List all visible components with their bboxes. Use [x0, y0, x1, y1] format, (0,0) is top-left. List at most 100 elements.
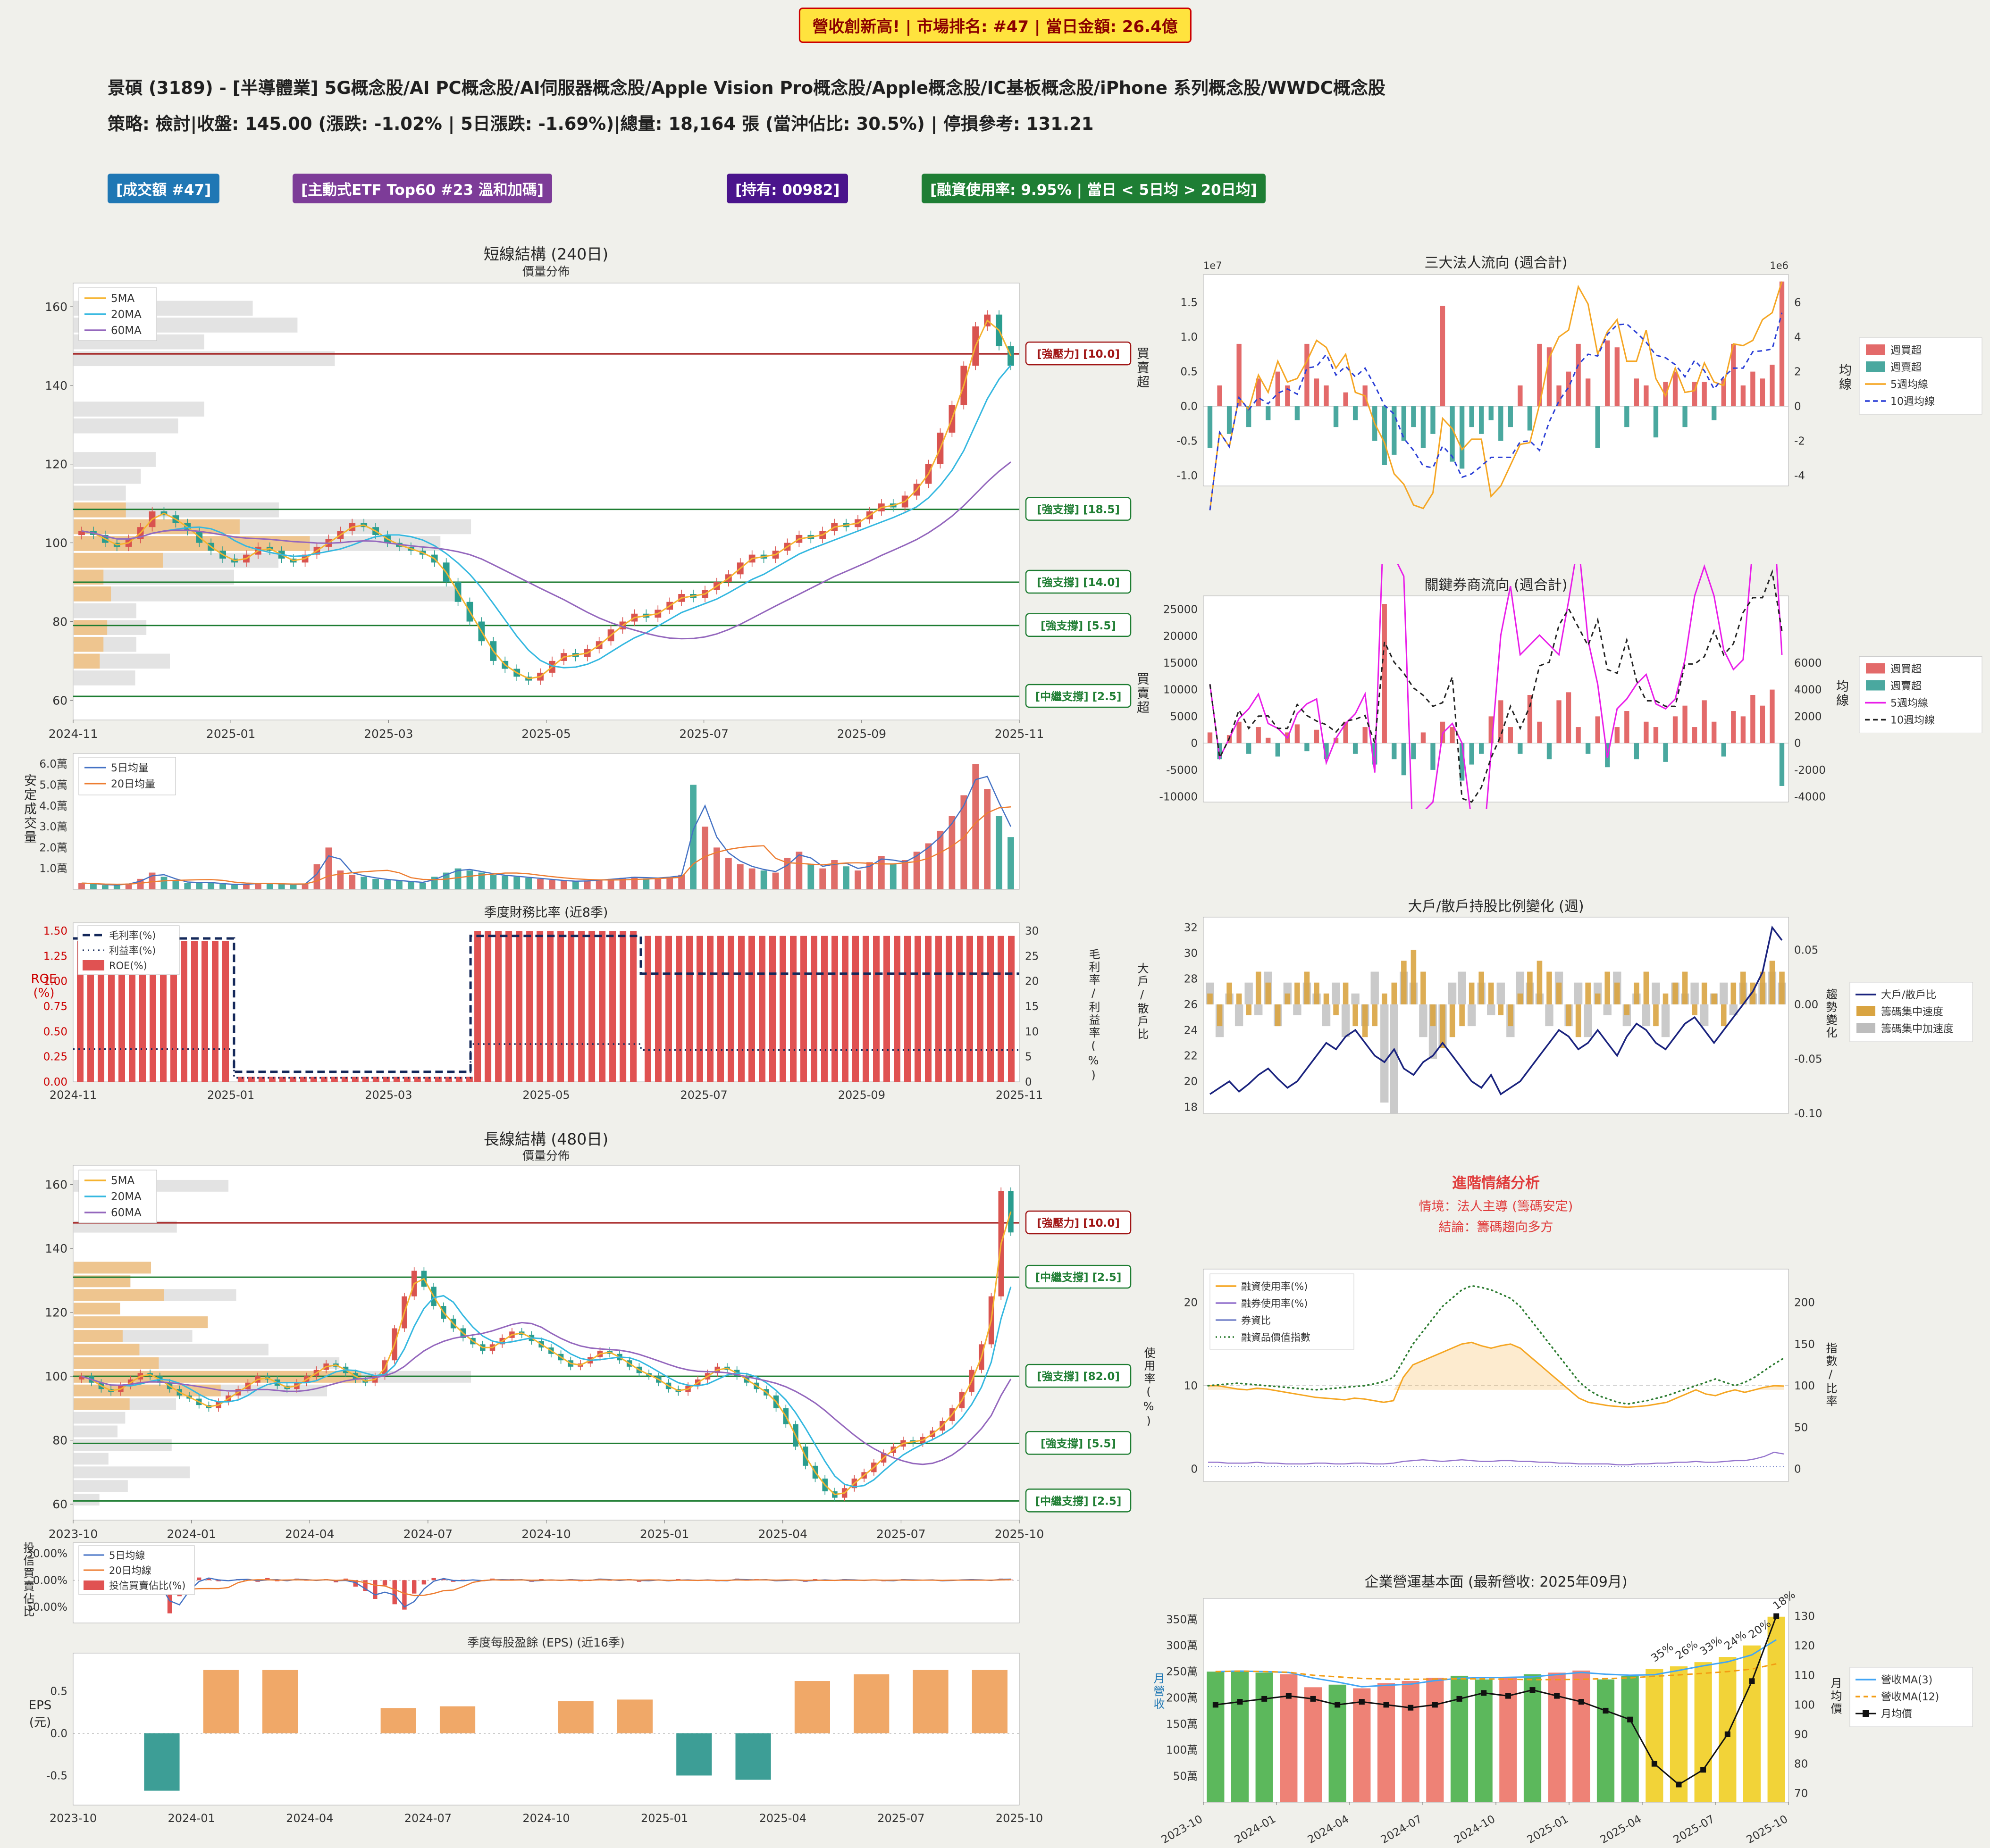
svg-text:10: 10: [1184, 1380, 1198, 1392]
svg-text:週賣超: 週賣超: [1890, 681, 1922, 693]
holder-ratio-chart: 大戶/散戶持股比例變化 (週) 18 20 22 24 26 28 30 32 0.05 0.00…: [1123, 886, 1990, 1122]
svg-text:1.25: 1.25: [43, 950, 67, 962]
stable-volume-plot: 5日均量 20日均量 1.0萬 2.0萬 3.0萬 4.0萬 5.0萬 6.0萬: [39, 753, 1020, 890]
svg-text:140: 140: [45, 1242, 67, 1255]
svg-text:2024-07: 2024-07: [403, 1527, 453, 1541]
margin-ylabel-right: 指數/比率: [1824, 1342, 1837, 1408]
svg-text:2000: 2000: [1794, 711, 1822, 723]
svg-text:2025-09: 2025-09: [838, 1088, 885, 1102]
svg-text:營收MA(3): 營收MA(3): [1881, 1674, 1932, 1686]
svg-text:0: 0: [1191, 1463, 1198, 1476]
svg-text:60: 60: [52, 694, 67, 707]
broker-flow-plot: 2500020000150001000050000-5000-100006000…: [1159, 564, 1982, 809]
svg-text:6: 6: [1794, 297, 1801, 309]
svg-text:200萬: 200萬: [1166, 1692, 1198, 1704]
eps-ylabel: EPS (元): [28, 1698, 52, 1730]
svg-text:28: 28: [1184, 973, 1198, 986]
svg-text:2025-01: 2025-01: [207, 1088, 254, 1102]
eps-chart: 季度每股盈餘 (EPS) (近16季) -0.5 0.0 0.5 2023-10 202…: [28, 1633, 1137, 1848]
svg-text:2025-10: 2025-10: [1745, 1813, 1790, 1845]
svg-text:5週均線: 5週均線: [1890, 698, 1928, 710]
svg-text:2024-04: 2024-04: [1306, 1813, 1351, 1845]
svg-text:2.0萬: 2.0萬: [39, 842, 67, 854]
svg-text:2024-01: 2024-01: [168, 1812, 215, 1825]
svg-text:80: 80: [1794, 1758, 1808, 1771]
svg-text:5000: 5000: [1170, 711, 1198, 723]
strategy-line: 策略: 檢討|收盤: 145.00 (漲跌: -1.02% | 5日漲跌: -1…: [108, 114, 1094, 134]
svg-text:20MA: 20MA: [111, 1191, 142, 1203]
svg-text:2024-04: 2024-04: [286, 1812, 333, 1825]
svg-text:0: 0: [1794, 1463, 1801, 1476]
svg-text:60: 60: [52, 1497, 67, 1511]
svg-text:5.0萬: 5.0萬: [39, 779, 67, 791]
svg-text:4: 4: [1794, 331, 1801, 343]
svg-text:5週均線: 5週均線: [1890, 379, 1928, 391]
svg-text:0: 0: [1191, 737, 1198, 750]
svg-text:200: 200: [1794, 1297, 1815, 1309]
chart-title: 關鍵券商流向 (週合計): [1424, 577, 1568, 594]
margin-ratio-ylabel: 毛利率/利益率(%): [1087, 948, 1100, 1083]
svg-text:22: 22: [1184, 1050, 1198, 1062]
svg-text:80: 80: [52, 1434, 67, 1447]
svg-text:15: 15: [1025, 1001, 1039, 1013]
svg-text:2025-03: 2025-03: [365, 1088, 412, 1102]
svg-text:50.00%: 50.00%: [28, 1548, 67, 1560]
revenue-plot: 35%26%33%24%20%18%50萬100萬150萬200萬250萬300…: [1159, 1589, 1973, 1845]
svg-text:2025-01: 2025-01: [1525, 1813, 1570, 1845]
svg-text:投信買賣佔比(%): 投信買賣佔比(%): [109, 1580, 185, 1591]
svg-text:ROE(%): ROE(%): [109, 960, 147, 971]
svg-text:10000: 10000: [1163, 684, 1198, 696]
svg-text:100萬: 100萬: [1166, 1744, 1198, 1756]
svg-text:20: 20: [1025, 976, 1039, 988]
svg-text:[強支撐] [5.5]: [強支撐] [5.5]: [1041, 619, 1116, 632]
svg-text:160: 160: [45, 300, 67, 314]
svg-text:-2000: -2000: [1794, 764, 1826, 777]
margin-ylabel-left: 使用率(%): [1142, 1347, 1155, 1429]
svg-text:0: 0: [1794, 737, 1801, 750]
tag-margin-usage: [融資使用率: 9.95% | 當日 < 5日均 > 20日均]: [922, 174, 1266, 203]
svg-text:2025-07: 2025-07: [680, 1088, 728, 1102]
svg-text:25: 25: [1025, 950, 1039, 962]
svg-text:[強支撐] [82.0]: [強支撐] [82.0]: [1037, 1370, 1120, 1383]
svg-text:140: 140: [45, 379, 67, 393]
svg-text:2025-11: 2025-11: [995, 727, 1044, 741]
svg-text:2024-01: 2024-01: [1233, 1813, 1278, 1845]
svg-text:100: 100: [45, 536, 67, 550]
svg-text:2025-11: 2025-11: [996, 1088, 1043, 1102]
svg-text:融資使用率(%): 融資使用率(%): [1241, 1281, 1308, 1292]
svg-text:60MA: 60MA: [111, 1207, 142, 1219]
institutional-ylabel-left: 買賣超: [1134, 347, 1149, 389]
svg-text:2025-04: 2025-04: [1598, 1813, 1644, 1845]
svg-text:0.0: 0.0: [1180, 401, 1198, 413]
svg-text:營收MA(12): 營收MA(12): [1881, 1691, 1939, 1703]
svg-text:150萬: 150萬: [1166, 1718, 1198, 1731]
stable-volume-chart: 5日均量 20日均量 1.0萬 2.0萬 3.0萬 4.0萬 5.0萬 6.0萬: [28, 748, 1137, 903]
svg-text:2025-01: 2025-01: [641, 1812, 688, 1825]
svg-text:融券使用率(%): 融券使用率(%): [1241, 1298, 1308, 1309]
institutional-flow-plot: 1.5 1.0 0.5 0.0 -0.5 -1.0 6 4 2 0 -2 -4 1e7 1e6 週買超週賣超…: [1176, 260, 1982, 510]
svg-text:大戶/散戶比: 大戶/散戶比: [1881, 989, 1936, 1001]
tag-etf-rank: [主動式ETF Top60 #23 溫和加碼]: [293, 174, 552, 203]
svg-text:0.50: 0.50: [43, 1026, 67, 1038]
svg-text:2025-07: 2025-07: [876, 1527, 925, 1541]
chart-title: 季度每股盈餘 (EPS) (近16季): [467, 1636, 625, 1649]
margin-usage-plot: 01020050100150200融資使用率(%)融券使用率(%)券資比融資品價…: [1184, 1269, 1815, 1482]
institutional-ylabel-right: 均線: [1837, 363, 1851, 392]
svg-text:週買超: 週買超: [1890, 664, 1922, 676]
svg-text:70: 70: [1794, 1788, 1808, 1800]
svg-text:300萬: 300萬: [1166, 1640, 1198, 1652]
svg-text:2025-10: 2025-10: [995, 1527, 1044, 1541]
long-structure-plot: [強壓力] [10.0] [中繼支撐] [2.5] [強支撐] [82.0] [強支撐…: [45, 1165, 1132, 1541]
svg-text:2023-10: 2023-10: [50, 1812, 97, 1825]
revenue-ylabel-left: 月營收: [1151, 1672, 1165, 1711]
svg-text:80: 80: [52, 615, 67, 628]
svg-text:32: 32: [1184, 922, 1198, 934]
svg-text:1e7: 1e7: [1203, 260, 1222, 271]
svg-text:[中繼支撐] [2.5]: [中繼支撐] [2.5]: [1035, 690, 1122, 703]
svg-text:60MA: 60MA: [111, 325, 142, 337]
eps-plot: -0.5 0.0 0.5 2023-10 2024-01 2024-04 2024-07 20…: [46, 1653, 1043, 1825]
svg-text:5日均量: 5日均量: [111, 762, 149, 774]
svg-text:-0.5: -0.5: [1176, 435, 1198, 448]
svg-text:120: 120: [45, 458, 67, 471]
